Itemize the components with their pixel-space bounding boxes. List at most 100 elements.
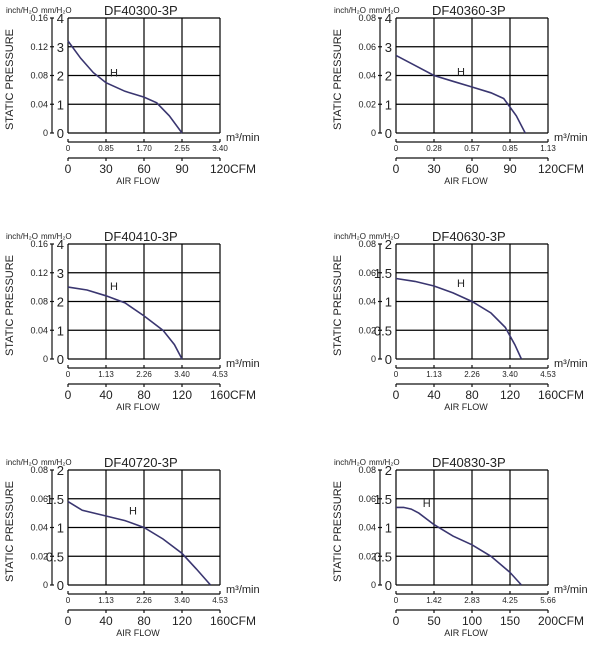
x-tick-m3: 0 <box>66 144 71 153</box>
x-tick-cfm: 0 <box>393 614 400 628</box>
fan-curve-line <box>67 286 183 360</box>
x-tick-cfm: 0 <box>393 162 400 176</box>
curve-label: H <box>110 68 118 80</box>
x-tick-cfm: 120 <box>538 162 558 176</box>
x-tick-cfm: 100 <box>462 614 482 628</box>
x-tick-m3: 3.40 <box>212 144 228 153</box>
y-tick-inch: 0 <box>43 128 48 138</box>
y-unit-inch: inch/H₂O <box>334 232 366 241</box>
x-tick-cfm: 200 <box>538 614 558 628</box>
y-unit-inch: inch/H₂O <box>334 458 366 467</box>
x-tick-cfm: 80 <box>137 388 151 402</box>
x-unit-m3: m³/min <box>554 358 588 370</box>
x-tick-cfm: 160 <box>210 614 230 628</box>
y-tick-mm: 0 <box>385 352 392 367</box>
x-unit-m3: m³/min <box>226 132 260 144</box>
y-tick-inch: 0.08 <box>30 465 48 475</box>
fan-curve-line <box>67 500 212 586</box>
y-tick-inch: 0.06 <box>358 42 376 52</box>
x-tick-cfm: 120 <box>210 162 230 176</box>
x-tick-m3: 0.57 <box>464 144 480 153</box>
curve-label: H <box>423 498 431 510</box>
x-tick-m3: 0 <box>66 596 71 605</box>
x-tick-m3: 2.26 <box>136 596 152 605</box>
fan-curve-line <box>395 54 526 134</box>
x-tick-m3: 1.13 <box>98 596 114 605</box>
chart-title: DF40300-3P <box>104 3 178 18</box>
y-tick-mm: 4 <box>57 11 64 26</box>
x-tick-m3: 3.40 <box>174 596 190 605</box>
y-axis-label: STATIC PRESSURE <box>4 481 16 582</box>
y-tick-mm: 1.5 <box>374 492 392 507</box>
y-tick-mm: 3 <box>57 40 64 55</box>
x-tick-cfm: 90 <box>503 162 517 176</box>
y-tick-mm: 3 <box>385 40 392 55</box>
x-tick-cfm: 40 <box>427 388 441 402</box>
y-tick-mm: 1 <box>385 521 392 536</box>
x-tick-m3: 1.13 <box>540 144 556 153</box>
x-tick-m3: 0.85 <box>502 144 518 153</box>
y-unit-mm: mm/H₂O <box>369 6 400 15</box>
x-unit-m3: m³/min <box>554 132 588 144</box>
y-tick-mm: 2 <box>385 69 392 84</box>
x-tick-cfm: 30 <box>427 162 441 176</box>
x-tick-cfm: 80 <box>465 388 479 402</box>
y-tick-mm: 0 <box>57 352 64 367</box>
x-tick-cfm: 160 <box>538 388 558 402</box>
y-tick-inch: 0.04 <box>30 99 48 109</box>
y-tick-mm: 1 <box>57 97 64 112</box>
x-tick-m3: 0.85 <box>98 144 114 153</box>
x-tick-cfm: 120 <box>172 614 192 628</box>
y-tick-mm: 1.5 <box>374 266 392 281</box>
y-unit-inch: inch/H₂O <box>334 6 366 15</box>
y-tick-inch: 0.12 <box>30 42 48 52</box>
x-tick-m3: 1.13 <box>98 370 114 379</box>
x-tick-m3: 4.25 <box>502 596 518 605</box>
y-tick-inch: 0.04 <box>358 71 376 81</box>
x-unit-cfm: CFM <box>558 388 584 402</box>
x-tick-cfm: 40 <box>99 614 113 628</box>
x-tick-m3: 4.53 <box>540 370 556 379</box>
y-unit-mm: mm/H₂O <box>41 458 72 467</box>
x-axis-label: AIR FLOW <box>444 176 488 186</box>
x-tick-m3: 2.83 <box>464 596 480 605</box>
y-tick-mm: 0 <box>57 578 64 593</box>
x-tick-cfm: 60 <box>137 162 151 176</box>
x-tick-cfm: 0 <box>65 162 72 176</box>
y-tick-inch: 0.08 <box>358 465 376 475</box>
y-tick-inch: 0.04 <box>30 523 48 533</box>
y-axis-label: STATIC PRESSURE <box>332 481 344 582</box>
x-axis-label: AIR FLOW <box>116 402 160 412</box>
x-tick-cfm: 90 <box>175 162 189 176</box>
y-axis-label: STATIC PRESSURE <box>332 29 344 130</box>
x-tick-m3: 2.26 <box>464 370 480 379</box>
y-axis-label: STATIC PRESSURE <box>4 29 16 130</box>
y-tick-inch: 0.04 <box>30 325 48 335</box>
y-tick-inch: 0.02 <box>30 551 48 561</box>
x-unit-cfm: CFM <box>230 614 256 628</box>
fan-curve-line <box>67 40 183 134</box>
y-tick-inch: 0 <box>43 354 48 364</box>
x-tick-cfm: 30 <box>99 162 113 176</box>
y-unit-inch: inch/H₂O <box>6 458 38 467</box>
y-tick-mm: 4 <box>57 237 64 252</box>
x-tick-m3: 1.42 <box>426 596 442 605</box>
y-tick-mm: 2 <box>385 463 392 478</box>
y-tick-mm: 1 <box>57 323 64 338</box>
x-tick-cfm: 0 <box>65 614 72 628</box>
y-unit-mm: mm/H₂O <box>41 6 72 15</box>
y-tick-inch: 0 <box>371 580 376 590</box>
x-tick-cfm: 120 <box>500 388 520 402</box>
x-tick-cfm: 150 <box>500 614 520 628</box>
x-tick-m3: 3.40 <box>502 370 518 379</box>
y-tick-inch: 0.02 <box>358 325 376 335</box>
y-tick-mm: 2 <box>57 463 64 478</box>
curve-label: H <box>457 66 465 78</box>
x-tick-cfm: 120 <box>172 388 192 402</box>
chart-title: DF40830-3P <box>432 455 506 470</box>
y-unit-inch: inch/H₂O <box>6 6 38 15</box>
x-tick-m3: 1.70 <box>136 144 152 153</box>
x-tick-m3: 3.40 <box>174 370 190 379</box>
chart-title: DF40720-3P <box>104 455 178 470</box>
